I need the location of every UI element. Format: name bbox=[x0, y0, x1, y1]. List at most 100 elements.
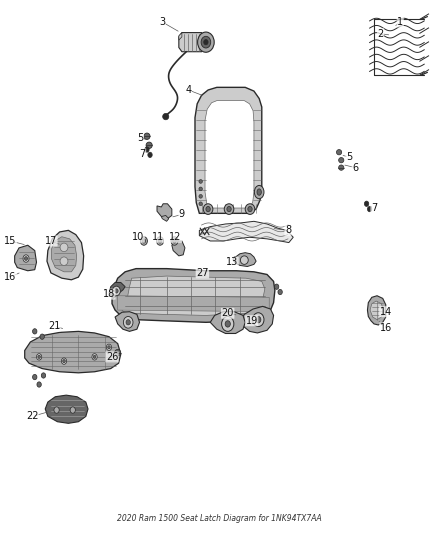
Polygon shape bbox=[118, 296, 269, 312]
Text: 22: 22 bbox=[26, 411, 39, 422]
Ellipse shape bbox=[203, 204, 213, 214]
Ellipse shape bbox=[70, 407, 75, 413]
Ellipse shape bbox=[224, 204, 234, 214]
Ellipse shape bbox=[23, 255, 29, 262]
Ellipse shape bbox=[60, 243, 68, 252]
Ellipse shape bbox=[278, 289, 283, 295]
Polygon shape bbox=[51, 237, 77, 272]
Polygon shape bbox=[179, 33, 182, 40]
Polygon shape bbox=[25, 332, 121, 373]
Ellipse shape bbox=[245, 204, 255, 214]
Text: 13: 13 bbox=[226, 257, 238, 267]
Text: 15: 15 bbox=[4, 236, 17, 246]
Polygon shape bbox=[199, 221, 293, 243]
Ellipse shape bbox=[25, 257, 28, 261]
Text: 2: 2 bbox=[378, 29, 384, 39]
Polygon shape bbox=[210, 312, 245, 334]
Polygon shape bbox=[14, 245, 36, 271]
Ellipse shape bbox=[367, 206, 372, 212]
Polygon shape bbox=[205, 101, 254, 208]
Ellipse shape bbox=[171, 237, 178, 245]
Polygon shape bbox=[45, 395, 88, 423]
Text: 7: 7 bbox=[371, 203, 377, 213]
Text: 21: 21 bbox=[48, 321, 60, 331]
Ellipse shape bbox=[41, 373, 46, 378]
Polygon shape bbox=[172, 241, 185, 256]
Text: 18: 18 bbox=[103, 289, 115, 299]
Ellipse shape bbox=[146, 142, 152, 149]
Ellipse shape bbox=[148, 152, 152, 158]
Text: 17: 17 bbox=[45, 236, 57, 246]
Ellipse shape bbox=[339, 165, 344, 170]
Ellipse shape bbox=[124, 317, 133, 328]
Ellipse shape bbox=[113, 286, 120, 296]
Text: 2020 Ram 1500 Seat Latch Diagram for 1NK94TX7AA: 2020 Ram 1500 Seat Latch Diagram for 1NK… bbox=[117, 514, 321, 523]
Ellipse shape bbox=[145, 147, 149, 152]
Ellipse shape bbox=[40, 334, 44, 340]
Ellipse shape bbox=[144, 133, 150, 140]
Polygon shape bbox=[109, 282, 125, 298]
Ellipse shape bbox=[142, 239, 146, 243]
Ellipse shape bbox=[106, 344, 112, 351]
Ellipse shape bbox=[257, 189, 261, 195]
Polygon shape bbox=[115, 312, 140, 332]
Ellipse shape bbox=[253, 313, 264, 327]
Ellipse shape bbox=[339, 158, 344, 163]
Ellipse shape bbox=[156, 237, 163, 245]
Ellipse shape bbox=[36, 354, 42, 360]
Text: 27: 27 bbox=[196, 268, 208, 278]
Ellipse shape bbox=[201, 36, 211, 48]
Text: 12: 12 bbox=[169, 232, 181, 243]
Ellipse shape bbox=[256, 317, 261, 323]
Ellipse shape bbox=[275, 284, 279, 289]
Text: 20: 20 bbox=[222, 308, 234, 318]
Ellipse shape bbox=[32, 329, 37, 334]
Ellipse shape bbox=[199, 180, 202, 183]
Ellipse shape bbox=[227, 206, 231, 212]
Ellipse shape bbox=[38, 356, 40, 359]
Ellipse shape bbox=[248, 206, 252, 212]
Text: 5: 5 bbox=[137, 133, 144, 143]
Ellipse shape bbox=[126, 320, 131, 325]
Polygon shape bbox=[367, 296, 386, 325]
Ellipse shape bbox=[206, 206, 210, 212]
Text: 1: 1 bbox=[397, 17, 403, 27]
Ellipse shape bbox=[225, 321, 230, 327]
Ellipse shape bbox=[108, 346, 110, 349]
Polygon shape bbox=[195, 87, 262, 213]
Text: 6: 6 bbox=[352, 163, 358, 173]
Polygon shape bbox=[47, 230, 84, 280]
Ellipse shape bbox=[37, 382, 41, 387]
Ellipse shape bbox=[240, 256, 248, 264]
Ellipse shape bbox=[198, 32, 214, 52]
Text: 14: 14 bbox=[380, 306, 392, 317]
Ellipse shape bbox=[61, 358, 67, 365]
Ellipse shape bbox=[92, 354, 97, 360]
Text: 11: 11 bbox=[152, 232, 164, 243]
Ellipse shape bbox=[204, 39, 208, 45]
Ellipse shape bbox=[173, 239, 176, 243]
Polygon shape bbox=[370, 301, 383, 320]
Ellipse shape bbox=[54, 407, 59, 413]
Ellipse shape bbox=[32, 374, 37, 379]
Ellipse shape bbox=[93, 356, 96, 359]
Ellipse shape bbox=[141, 237, 148, 245]
Text: 16: 16 bbox=[380, 322, 392, 333]
Text: 7: 7 bbox=[139, 149, 146, 159]
Ellipse shape bbox=[222, 317, 234, 332]
Ellipse shape bbox=[162, 114, 169, 120]
Ellipse shape bbox=[364, 201, 369, 206]
Text: 4: 4 bbox=[185, 85, 191, 95]
Ellipse shape bbox=[254, 185, 264, 199]
Polygon shape bbox=[179, 33, 205, 52]
Text: 3: 3 bbox=[159, 17, 165, 27]
Polygon shape bbox=[240, 306, 274, 333]
Ellipse shape bbox=[115, 289, 118, 293]
Ellipse shape bbox=[199, 187, 202, 191]
Text: 9: 9 bbox=[179, 209, 185, 220]
Ellipse shape bbox=[63, 360, 65, 363]
Text: 26: 26 bbox=[106, 352, 118, 362]
Text: 19: 19 bbox=[246, 316, 258, 326]
Polygon shape bbox=[122, 276, 265, 316]
Ellipse shape bbox=[199, 195, 202, 198]
